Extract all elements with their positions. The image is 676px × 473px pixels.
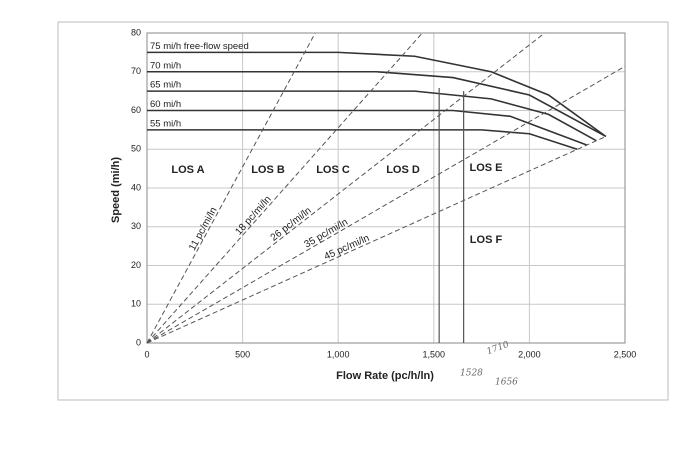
los-label: LOS C (316, 164, 350, 176)
los-label: LOS E (469, 162, 502, 174)
speed-label: 60 mi/h (150, 99, 181, 110)
y-axis-title: Speed (mi/h) (110, 157, 122, 223)
series-line (146, 136, 607, 344)
los-label: LOS F (470, 234, 503, 246)
speed-label: 65 mi/h (150, 80, 181, 91)
series-line (147, 90, 597, 142)
los-label: LOS B (251, 164, 285, 176)
series-line (146, 32, 316, 344)
series-line (146, 65, 626, 344)
speed-label: 70 mi/h (150, 60, 181, 71)
y-tick-label: 30 (131, 221, 141, 231)
density-label: 11 pc/mi/ln (187, 206, 219, 253)
y-tick-label: 60 (131, 105, 141, 115)
series-line (147, 51, 607, 138)
series-line (147, 129, 578, 151)
x-tick-label: 500 (235, 349, 250, 359)
series-line (147, 109, 588, 146)
x-tick-label: 2,000 (518, 349, 541, 359)
x-tick-label: 1,000 (327, 349, 350, 359)
speed-label: 75 mi/h free-flow speed (150, 41, 249, 52)
los-label: LOS D (386, 164, 420, 176)
y-tick-label: 50 (131, 144, 141, 154)
handwritten-note: 1528 (460, 369, 483, 379)
x-tick-label: 0 (144, 349, 149, 359)
plot-area (146, 32, 626, 344)
y-tick-label: 40 (131, 182, 141, 192)
y-tick-label: 0 (136, 337, 141, 347)
y-tick-label: 20 (131, 260, 141, 270)
series-line (146, 32, 546, 344)
series-line (147, 70, 607, 138)
density-label: 18 pc/mi/ln (233, 194, 273, 237)
los-label: LOS A (171, 164, 204, 176)
handwritten-note: 1710 (485, 340, 510, 357)
x-axis-title: Flow Rate (pc/h/ln) (336, 370, 434, 382)
series-line (146, 32, 423, 344)
y-tick-label: 70 (131, 66, 141, 76)
y-tick-label: 10 (131, 299, 141, 309)
speed-label: 55 mi/h (150, 118, 181, 129)
x-tick-label: 1,500 (423, 349, 446, 359)
chart-frame (57, 21, 669, 401)
handwritten-note: 1656 (495, 378, 518, 388)
x-tick-label: 2,500 (614, 349, 637, 359)
y-tick-label: 80 (131, 27, 141, 37)
